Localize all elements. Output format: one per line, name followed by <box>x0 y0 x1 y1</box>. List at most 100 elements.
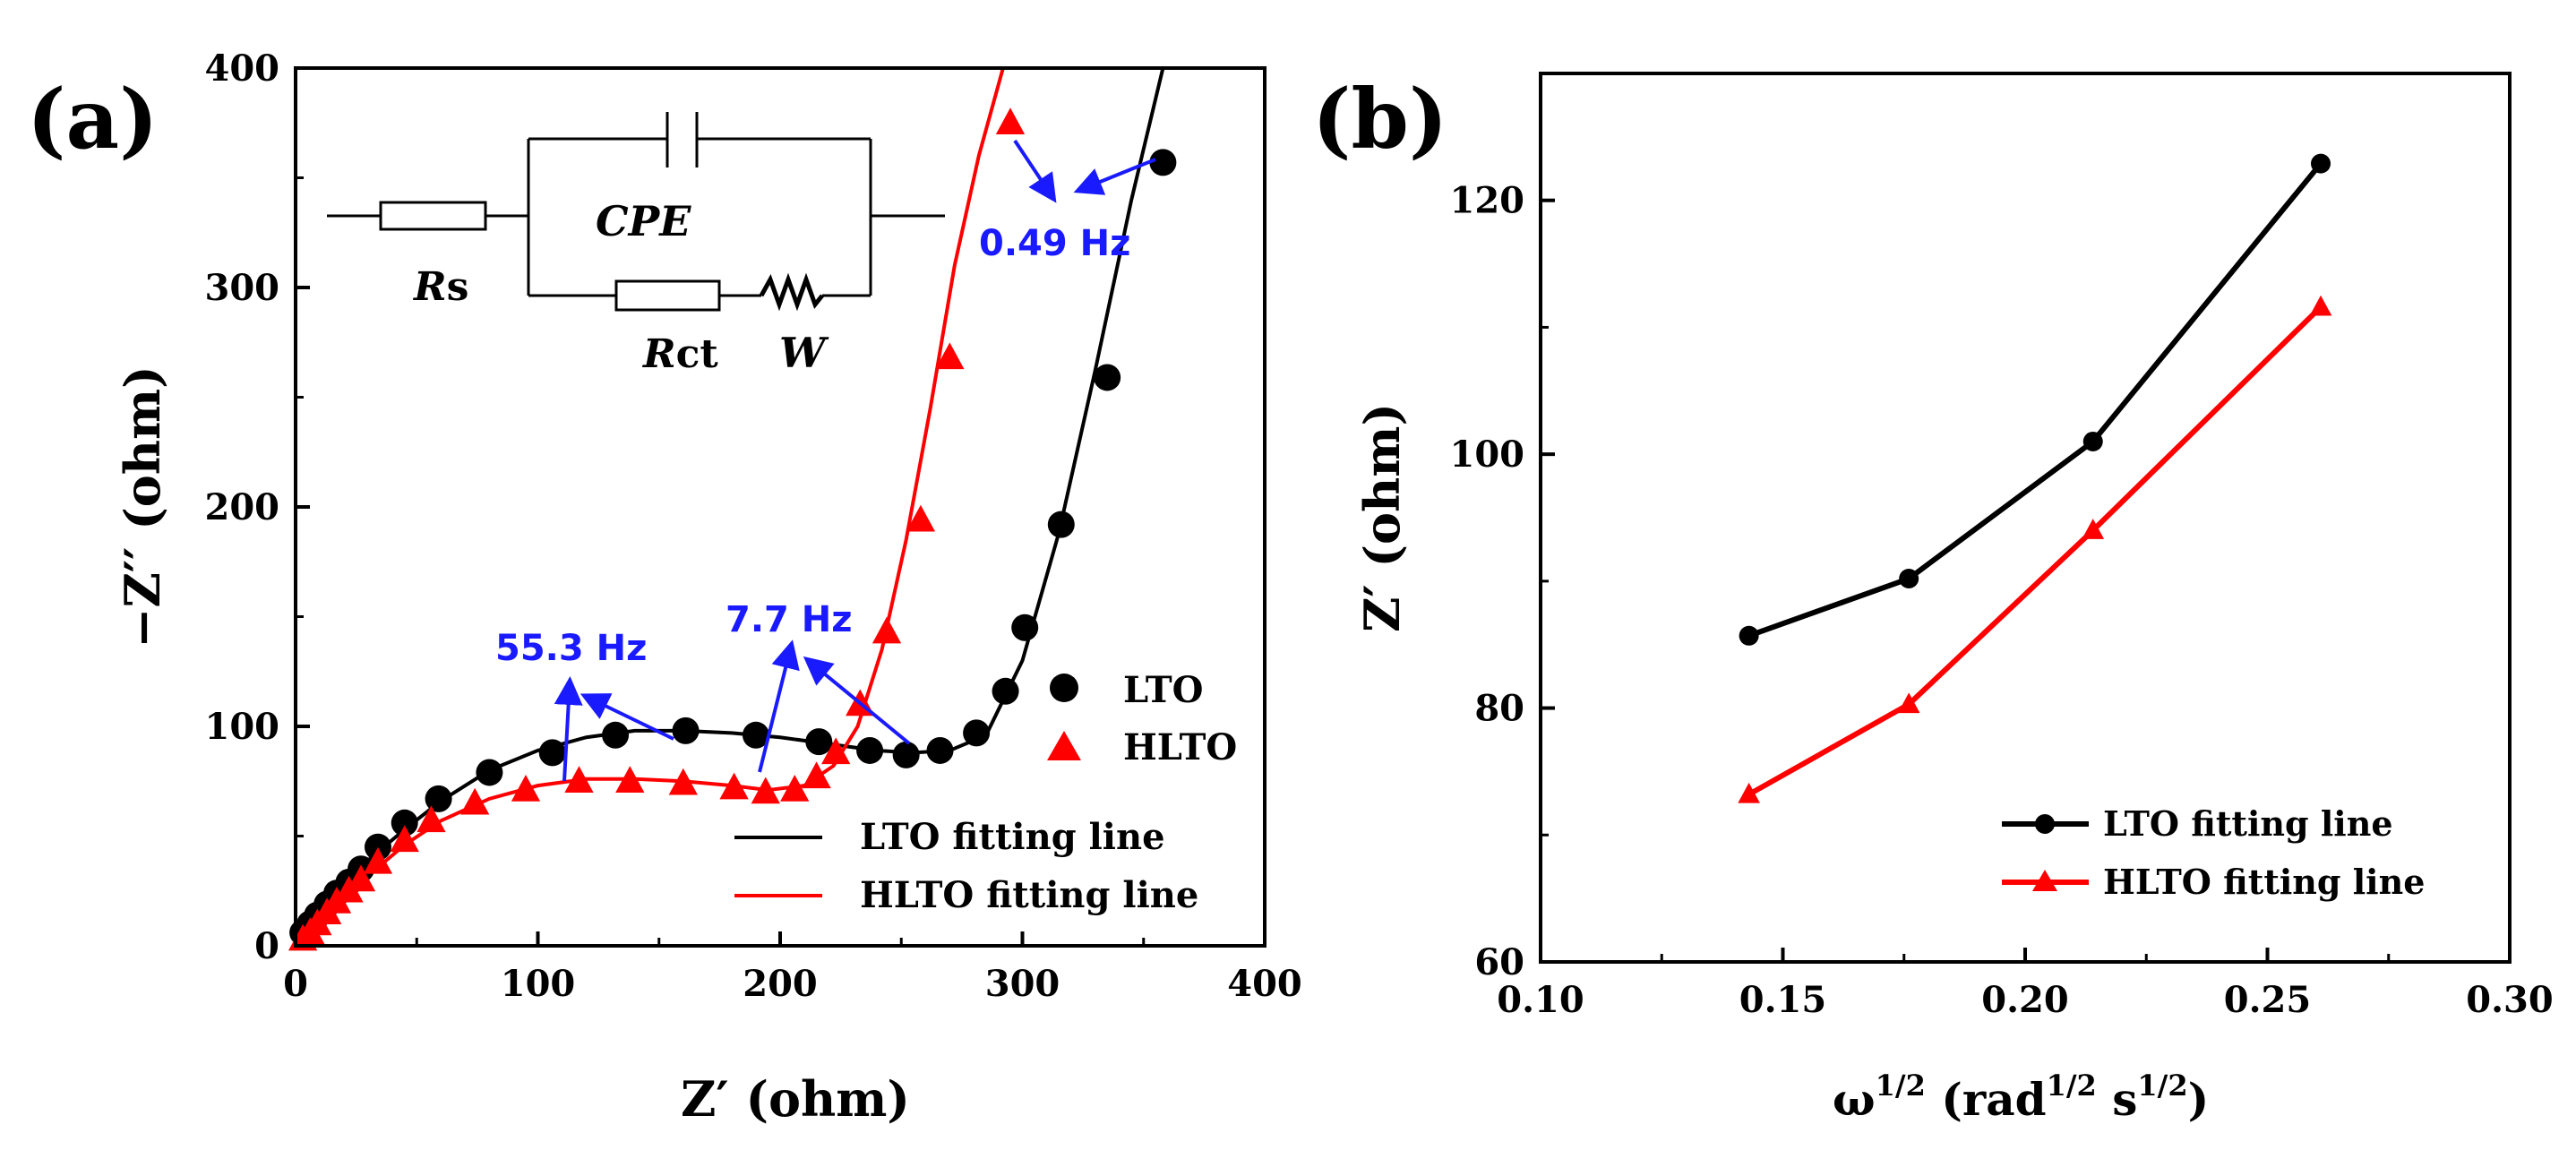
frequency-arrows <box>554 139 1156 782</box>
hlto-data-point <box>906 504 936 532</box>
lto-data-point <box>672 717 700 744</box>
x-tick-label: 100 <box>501 963 576 1005</box>
lto-data-point <box>602 721 630 749</box>
panel-b-series-lines <box>1747 161 2323 797</box>
lto-data-point <box>892 741 920 768</box>
b-y-tick-label: 80 <box>1474 688 1524 730</box>
y-tick-label: 0 <box>254 925 279 967</box>
x-tick-label: 300 <box>985 963 1060 1005</box>
b-lto-data-point <box>1739 625 1759 646</box>
y-tick-label: 100 <box>205 706 280 748</box>
panel-a-legend: LTO HLTO LTO fitting line HLTO fitting l… <box>734 669 1237 916</box>
panel-b-ticks: 0.10 0.15 0.20 0.25 0.30 60 80 100 120 <box>1450 180 2554 1021</box>
b-x-tick-label: 0.15 <box>1739 979 1826 1021</box>
hlto-data-point <box>460 787 490 815</box>
cpe-label: CPE <box>596 197 691 245</box>
lto-data-point <box>992 677 1019 705</box>
hlto-data-point <box>751 777 780 804</box>
hlto-data-point <box>511 775 541 802</box>
annotation-55-3-hz: 55.3 Hz <box>495 628 647 669</box>
panel-b-data-points <box>1738 153 2332 803</box>
legend-hlto-label: HLTO <box>1123 726 1237 768</box>
legend-b-lto-label: LTO fitting line <box>2103 803 2393 844</box>
hlto-data-point <box>564 766 594 793</box>
b-x-tick-label: 0.10 <box>1497 979 1584 1021</box>
lto-data-point <box>856 736 884 764</box>
x-tick-label: 0 <box>283 963 308 1005</box>
b-hlto-data-point <box>2082 519 2105 539</box>
b-y-tick-label: 60 <box>1474 941 1524 983</box>
panel-b: (b) 0.10 0.15 0.20 0.25 0.30 60 80 100 120 Z′ (o… <box>1312 71 2554 1126</box>
b-y-tick-label: 120 <box>1450 180 1525 222</box>
b-hlto-data-point <box>1897 692 1920 714</box>
x-tick-label: 400 <box>1227 963 1302 1005</box>
hlto-data-point <box>719 772 749 800</box>
lto-data-point <box>364 833 391 861</box>
b-lto-data-point <box>2082 431 2103 451</box>
w-label: W <box>779 329 829 377</box>
lto-data-point <box>1149 149 1177 176</box>
lto-data-point <box>538 739 566 767</box>
legend-b-hlto-marker <box>2032 870 2057 891</box>
legend-lto-fit-label: LTO fitting line <box>860 816 1165 858</box>
annotation-0-49-hz: 0.49 Hz <box>979 223 1130 264</box>
b-lto-data-point <box>2311 153 2331 174</box>
b-lto-data-point <box>1899 569 1919 589</box>
hlto-data-point <box>363 846 393 874</box>
legend-lto-label: LTO <box>1123 669 1203 711</box>
hlto-data-point <box>615 766 645 793</box>
lto-data-point <box>1094 364 1121 391</box>
lto-data-point <box>963 719 991 747</box>
y-tick-label: 300 <box>205 267 280 309</box>
legend-lto-marker <box>1050 674 1078 702</box>
hlto-data-point <box>416 805 446 833</box>
panel-b-x-axis-title: ω1/2 (rad1/2 s1/2) <box>1833 1068 2209 1126</box>
panel-a-data-points <box>288 107 1177 951</box>
legend-b-lto-marker <box>2035 814 2055 834</box>
panel-a-y-axis-title: −Z′′ (ohm) <box>114 365 171 648</box>
hlto-data-point <box>995 107 1026 134</box>
lto-fitting-line-b <box>1747 161 2323 639</box>
hlto-data-point <box>802 761 831 789</box>
b-x-tick-label: 0.25 <box>2224 979 2311 1021</box>
y-tick-label: 400 <box>205 47 280 90</box>
y-tick-label: 200 <box>205 486 280 528</box>
panel-b-label: (b) <box>1312 71 1447 167</box>
b-x-tick-label: 0.20 <box>1981 979 2068 1021</box>
panel-b-y-axis-title: Z′ (ohm) <box>1353 403 1411 632</box>
lto-data-point <box>805 728 833 756</box>
hlto-data-point <box>821 737 851 765</box>
b-x-tick-label: 0.30 <box>2466 979 2553 1021</box>
equivalent-circuit-inset <box>327 112 945 312</box>
hlto-fitting-line-b <box>1747 305 2323 797</box>
lto-data-point <box>391 809 418 837</box>
lto-data-point <box>926 736 954 764</box>
warburg-element-icon <box>759 272 824 312</box>
hlto-data-point <box>780 775 810 802</box>
b-hlto-data-point <box>2309 295 2332 316</box>
b-y-tick-label: 100 <box>1450 433 1525 476</box>
b-hlto-data-point <box>1738 782 1760 803</box>
lto-data-point <box>425 785 452 812</box>
legend-hlto-marker <box>1047 731 1081 760</box>
lto-data-point <box>1047 511 1075 538</box>
panel-b-legend: LTO fitting line HLTO fitting line <box>2002 803 2425 902</box>
panel-a-x-axis-title: Z′ (ohm) <box>681 1070 910 1128</box>
rs-label: Rs <box>412 264 468 310</box>
hlto-data-point <box>668 768 698 795</box>
panel-a-label: (a) <box>27 71 159 167</box>
hlto-data-point <box>390 825 419 853</box>
hlto-data-point <box>935 342 965 370</box>
hlto-data-point <box>872 616 902 644</box>
legend-b-hlto-label: HLTO fitting line <box>2103 862 2425 902</box>
lto-data-point <box>1011 614 1039 641</box>
rct-label: Rct <box>641 331 718 377</box>
hlto-data-point <box>346 864 376 892</box>
lto-data-point <box>742 721 769 749</box>
panel-a-ticks: 0 100 200 300 400 0 100 200 300 400 <box>205 47 1302 1005</box>
x-tick-label: 200 <box>743 963 818 1005</box>
annotation-7-7-hz: 7.7 Hz <box>726 599 853 640</box>
legend-hlto-fit-label: HLTO fitting line <box>860 874 1198 916</box>
